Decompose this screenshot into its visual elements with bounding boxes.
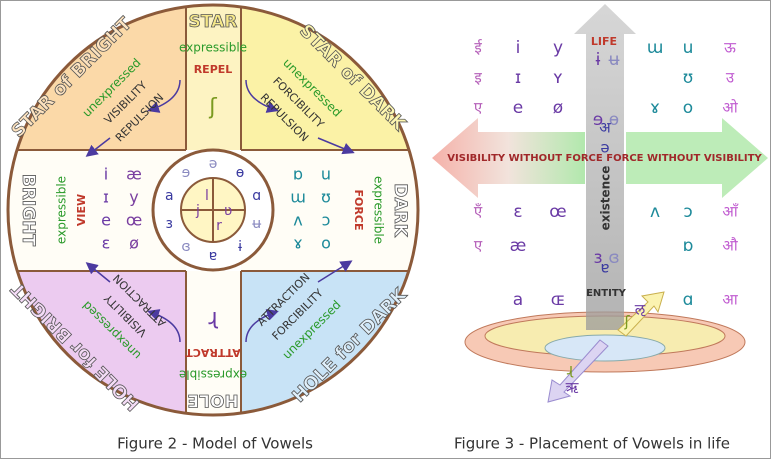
- vowel: æ: [510, 236, 527, 256]
- vowel: अ: [599, 119, 611, 137]
- vowel: ʏ: [553, 68, 563, 88]
- arrow-label: LIFE: [591, 35, 617, 48]
- vowel: ɯ: [290, 188, 306, 207]
- vowel: आ: [722, 291, 738, 309]
- arrow-label: ENTITY: [586, 288, 627, 299]
- vowel: ɨ: [238, 239, 242, 255]
- vowel: ɒ: [293, 165, 303, 184]
- vowel: ɑ: [252, 188, 261, 204]
- segment-title: HOLE: [187, 390, 238, 410]
- vowel: ɛ: [102, 234, 111, 253]
- vowel: ɵ: [236, 165, 245, 181]
- vowel: ɐ: [600, 259, 609, 277]
- vowel: ɯ: [647, 38, 664, 58]
- vowel: ɞ: [608, 248, 619, 268]
- vowel: œ: [549, 202, 566, 222]
- vowel: ɛ: [513, 202, 522, 222]
- vowel: ə: [600, 139, 609, 157]
- sound: ɻ: [567, 361, 574, 379]
- vowel: y: [553, 38, 563, 58]
- vowel: ɑ: [683, 290, 694, 310]
- vowel: ɒ: [683, 236, 694, 256]
- vowel: ɘ: [182, 165, 191, 181]
- vowel: ओ: [722, 99, 738, 117]
- vowel: ø: [553, 98, 563, 118]
- vowel: œ: [126, 211, 142, 230]
- vowel: औ: [722, 237, 738, 255]
- sound: ʃ: [623, 313, 630, 331]
- caption: Figure 2 - Model of Vowels: [117, 435, 313, 453]
- vowel: ɪ: [103, 188, 109, 207]
- page: STARexpressibleREPELʃSTAR of BRIGHTunexp…: [0, 0, 771, 459]
- quality: expressible: [372, 176, 386, 244]
- vowel: ʉ: [252, 216, 261, 232]
- vowel: e: [101, 211, 111, 230]
- vowel: ɞ: [181, 239, 190, 255]
- consonant: j: [195, 203, 200, 219]
- sound: ʃ: [208, 95, 217, 120]
- vowel: a: [165, 188, 174, 204]
- vowel: i: [104, 165, 108, 184]
- sound: ऋ: [566, 379, 579, 397]
- arrow-label: VISIBILITY WITHOUT FORCE: [447, 153, 603, 164]
- vowel: u: [683, 38, 694, 58]
- vowel: ए: [474, 237, 483, 255]
- vowel: ɪ: [515, 68, 521, 88]
- consonant: ʋ: [224, 203, 232, 219]
- caption: Figure 3 - Placement of Vowels in life: [454, 435, 730, 453]
- vowel: i: [516, 38, 521, 58]
- vowel: ɔ: [683, 202, 692, 222]
- vowel: ø: [129, 234, 139, 253]
- action: REPEL: [194, 63, 233, 76]
- vowel: a: [513, 290, 523, 310]
- segment-title: STAR: [189, 12, 238, 32]
- sound: ऌ: [635, 301, 646, 319]
- vowel: o: [683, 98, 693, 118]
- action: VIEW: [75, 194, 88, 226]
- vowel: æ: [126, 165, 142, 184]
- vowel: एँ: [474, 203, 483, 221]
- vowel: ʊ: [683, 68, 694, 88]
- vowel: ऑं: [722, 203, 739, 221]
- vowel: ə: [209, 156, 218, 172]
- arrow-label: FORCE WITHOUT VISIBILITY: [606, 153, 762, 164]
- consonant: l: [205, 188, 209, 204]
- vowel: ɔ: [322, 211, 331, 230]
- consonant: r: [216, 218, 222, 234]
- arrow-label: existence: [599, 166, 613, 231]
- vowel: o: [321, 234, 331, 253]
- vowel: ɤ: [293, 234, 303, 253]
- vowel: ऊ: [724, 39, 736, 57]
- vowel: ɤ: [650, 98, 660, 118]
- vowel: ʉ: [609, 50, 620, 70]
- vowel: ɨ: [596, 50, 601, 70]
- vowel: ʌ: [650, 202, 660, 222]
- vowel: u: [321, 165, 331, 184]
- segment-title: BRIGHT: [18, 174, 38, 247]
- vowel: ʌ: [293, 211, 302, 230]
- vowel: ई: [474, 39, 482, 57]
- vowel: ɜ: [166, 216, 173, 232]
- vowel: ɐ: [209, 248, 217, 264]
- vowel: इ: [474, 69, 482, 87]
- sound: ɻ: [208, 305, 218, 330]
- quality: expressible: [179, 368, 247, 382]
- action: FORCE: [352, 190, 365, 231]
- vowel: e: [513, 98, 523, 118]
- action: ATTRACT: [185, 346, 241, 359]
- quality: expressible: [179, 41, 247, 55]
- vowel: ʊ: [321, 188, 331, 207]
- vowel: y: [129, 188, 138, 207]
- segment-title: DARK: [390, 183, 410, 237]
- quality: expressible: [55, 176, 69, 244]
- vowel: ए: [474, 99, 483, 117]
- vowel: ɶ: [551, 290, 566, 310]
- vowel: उ: [726, 69, 735, 87]
